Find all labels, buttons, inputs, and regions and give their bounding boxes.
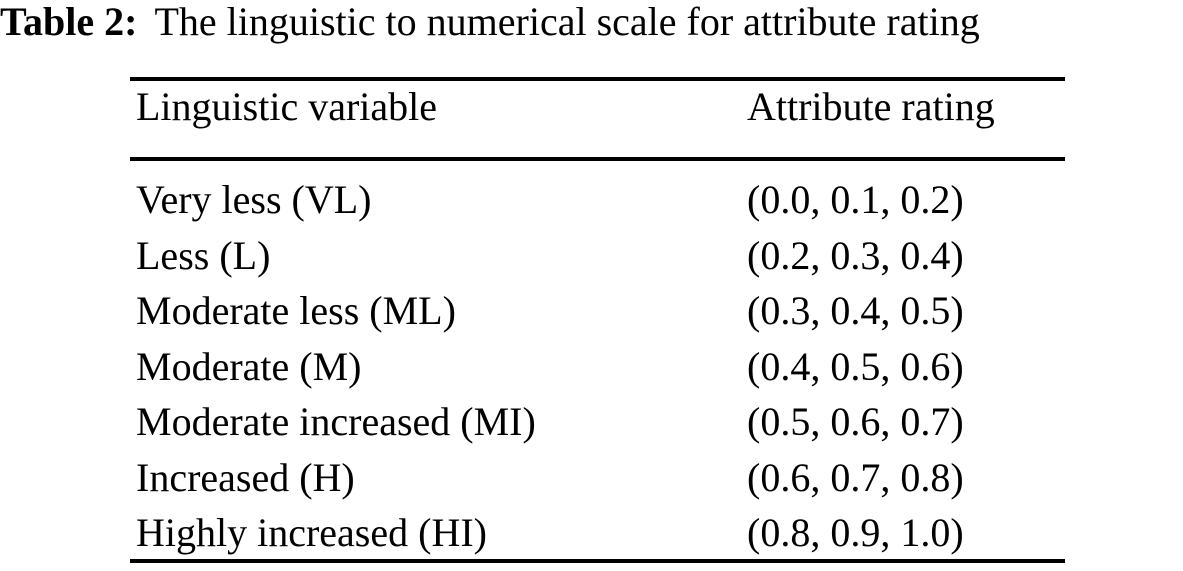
table-row: Very less (VL) (0.0, 0.1, 0.2) xyxy=(130,172,1065,228)
table-row: Moderate (M) (0.4, 0.5, 0.6) xyxy=(130,339,1065,395)
table-row: Less (L) (0.2, 0.3, 0.4) xyxy=(130,228,1065,284)
attribute-rating-cell: (0.8, 0.9, 1.0) xyxy=(747,510,964,555)
linguistic-variable-cell: Increased (H) xyxy=(136,454,355,500)
attribute-rating-cell: (0.6, 0.7, 0.8) xyxy=(747,454,964,500)
attribute-rating-cell: (0.3, 0.4, 0.5) xyxy=(747,288,964,333)
table-row: Increased (H) (0.6, 0.7, 0.8) xyxy=(130,450,1065,506)
linguistic-variable-cell: Highly increased (HI) xyxy=(136,510,487,555)
table-header-row: Linguistic variable Attribute rating xyxy=(130,81,1065,127)
table-row: Moderate less (ML) (0.3, 0.4, 0.5) xyxy=(130,283,1065,339)
linguistic-variable-cell: Moderate increased (MI) xyxy=(136,399,536,444)
table-caption-text: The linguistic to numerical scale for at… xyxy=(154,0,980,44)
table-caption-label: Table 2: xyxy=(0,0,138,44)
attribute-rating-cell: (0.0, 0.1, 0.2) xyxy=(747,177,964,222)
table-row: Highly increased (HI) (0.8, 0.9, 1.0) xyxy=(130,505,1065,561)
linguistic-variable-cell: Very less (VL) xyxy=(136,177,372,222)
table-rule-bottom xyxy=(130,559,1065,563)
table-rule-top xyxy=(130,77,1065,81)
table-rule-mid xyxy=(130,157,1065,161)
table-caption: Table 2: The linguistic to numerical scal… xyxy=(0,2,980,42)
attribute-rating-cell: (0.4, 0.5, 0.6) xyxy=(747,343,964,389)
table-row: Moderate increased (MI) (0.5, 0.6, 0.7) xyxy=(130,394,1065,450)
column-header-linguistic-variable: Linguistic variable xyxy=(136,84,438,129)
column-header-attribute-rating: Attribute rating xyxy=(747,84,995,129)
linguistic-variable-cell: Less (L) xyxy=(136,232,271,278)
attribute-rating-cell: (0.5, 0.6, 0.7) xyxy=(747,399,964,444)
attribute-rating-cell: (0.2, 0.3, 0.4) xyxy=(747,232,964,278)
linguistic-variable-cell: Moderate (M) xyxy=(136,343,362,389)
linguistic-variable-cell: Moderate less (ML) xyxy=(136,288,456,333)
table-body: Very less (VL) (0.0, 0.1, 0.2) Less (L) … xyxy=(130,172,1065,561)
